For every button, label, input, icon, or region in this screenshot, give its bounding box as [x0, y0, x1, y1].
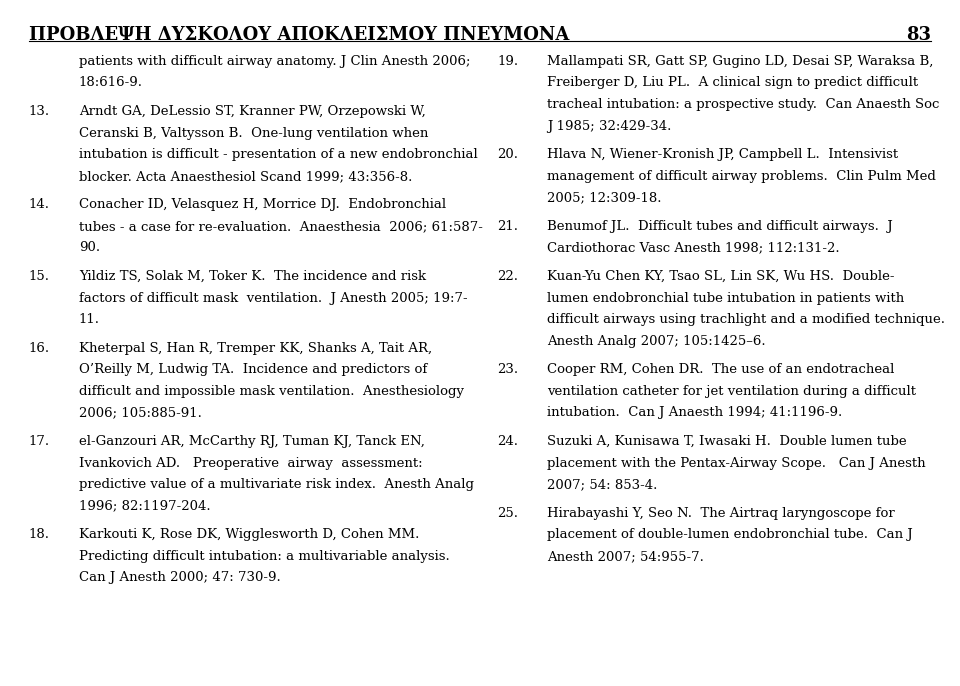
Text: Karkouti K, Rose DK, Wigglesworth D, Cohen MM.: Karkouti K, Rose DK, Wigglesworth D, Coh… [79, 528, 420, 541]
Text: lumen endobronchial tube intubation in patients with: lumen endobronchial tube intubation in p… [547, 292, 904, 305]
Text: J 1985; 32:429-34.: J 1985; 32:429-34. [547, 119, 672, 132]
Text: tubes - a case for re-evaluation.  Anaesthesia  2006; 61:587-: tubes - a case for re-evaluation. Anaest… [79, 220, 483, 233]
Text: 15.: 15. [29, 270, 50, 283]
Text: Arndt GA, DeLessio ST, Kranner PW, Orzepowski W,: Arndt GA, DeLessio ST, Kranner PW, Orzep… [79, 105, 425, 118]
Text: predictive value of a multivariate risk index.  Anesth Analg: predictive value of a multivariate risk … [79, 478, 473, 491]
Text: Ceranski B, Valtysson B.  One-lung ventilation when: Ceranski B, Valtysson B. One-lung ventil… [79, 126, 428, 139]
Text: 2005; 12:309-18.: 2005; 12:309-18. [547, 191, 661, 204]
Text: 11.: 11. [79, 313, 100, 326]
Text: Hirabayashi Y, Seo N.  The Airtraq laryngoscope for: Hirabayashi Y, Seo N. The Airtraq laryng… [547, 506, 895, 519]
Text: Predicting difficult intubation: a multivariable analysis.: Predicting difficult intubation: a multi… [79, 549, 449, 563]
Text: Freiberger D, Liu PL.  A clinical sign to predict difficult: Freiberger D, Liu PL. A clinical sign to… [547, 76, 919, 89]
Text: Cooper RM, Cohen DR.  The use of an endotracheal: Cooper RM, Cohen DR. The use of an endot… [547, 363, 895, 376]
Text: tracheal intubation: a prospective study.  Can Anaesth Soc: tracheal intubation: a prospective study… [547, 98, 940, 111]
Text: Yildiz TS, Solak M, Toker K.  The incidence and risk: Yildiz TS, Solak M, Toker K. The inciden… [79, 270, 426, 283]
Text: Can J Anesth 2000; 47: 730-9.: Can J Anesth 2000; 47: 730-9. [79, 571, 280, 584]
Text: management of difficult airway problems.  Clin Pulm Med: management of difficult airway problems.… [547, 169, 936, 182]
Text: Benumof JL.  Difficult tubes and difficult airways.  J: Benumof JL. Difficult tubes and difficul… [547, 220, 893, 233]
Text: intubation.  Can J Anaesth 1994; 41:1196-9.: intubation. Can J Anaesth 1994; 41:1196-… [547, 406, 843, 419]
Text: patients with difficult airway anatomy. J Clin Anesth 2006;: patients with difficult airway anatomy. … [79, 55, 470, 68]
Text: difficult and impossible mask ventilation.  Anesthesiology: difficult and impossible mask ventilatio… [79, 385, 464, 398]
Text: ΠΡΟΒΛΕΨΗ ΔΥΣΚΟΛΟΥ ΑΠΟΚΛΕΙΣΜΟΥ ΠΝΕΥΜΟΝΑ: ΠΡΟΒΛΕΨΗ ΔΥΣΚΟΛΟΥ ΑΠΟΚΛΕΙΣΜΟΥ ΠΝΕΥΜΟΝΑ [29, 26, 569, 44]
Text: 18.: 18. [29, 528, 50, 541]
Text: Kuan-Yu Chen KY, Tsao SL, Lin SK, Wu HS.  Double-: Kuan-Yu Chen KY, Tsao SL, Lin SK, Wu HS.… [547, 270, 895, 283]
Text: placement of double-lumen endobronchial tube.  Can J: placement of double-lumen endobronchial … [547, 528, 913, 541]
Text: el-Ganzouri AR, McCarthy RJ, Tuman KJ, Tanck EN,: el-Ganzouri AR, McCarthy RJ, Tuman KJ, T… [79, 435, 424, 448]
Text: 90.: 90. [79, 241, 100, 255]
Text: Hlava N, Wiener-Kronish JP, Campbell L.  Intensivist: Hlava N, Wiener-Kronish JP, Campbell L. … [547, 148, 899, 161]
Text: blocker. Acta Anaesthesiol Scand 1999; 43:356-8.: blocker. Acta Anaesthesiol Scand 1999; 4… [79, 169, 412, 182]
Text: 22.: 22. [497, 270, 518, 283]
Text: 16.: 16. [29, 342, 50, 355]
Text: 18:616-9.: 18:616-9. [79, 76, 143, 89]
Text: 17.: 17. [29, 435, 50, 448]
Text: Suzuki A, Kunisawa T, Iwasaki H.  Double lumen tube: Suzuki A, Kunisawa T, Iwasaki H. Double … [547, 435, 907, 448]
Text: Anesth Analg 2007; 105:1425–6.: Anesth Analg 2007; 105:1425–6. [547, 335, 766, 348]
Text: intubation is difficult - presentation of a new endobronchial: intubation is difficult - presentation o… [79, 148, 477, 161]
Text: Cardiothorac Vasc Anesth 1998; 112:131-2.: Cardiothorac Vasc Anesth 1998; 112:131-2… [547, 241, 840, 255]
Text: 2006; 105:885-91.: 2006; 105:885-91. [79, 406, 202, 419]
Text: O’Reilly M, Ludwig TA.  Incidence and predictors of: O’Reilly M, Ludwig TA. Incidence and pre… [79, 363, 427, 376]
Text: 19.: 19. [497, 55, 518, 68]
Text: 20.: 20. [497, 148, 518, 161]
Text: Mallampati SR, Gatt SP, Gugino LD, Desai SP, Waraksa B,: Mallampati SR, Gatt SP, Gugino LD, Desai… [547, 55, 933, 68]
Text: 24.: 24. [497, 435, 518, 448]
Text: 23.: 23. [497, 363, 518, 376]
Text: placement with the Pentax-Airway Scope.   Can J Anesth: placement with the Pentax-Airway Scope. … [547, 456, 925, 469]
Text: Conacher ID, Velasquez H, Morrice DJ.  Endobronchial: Conacher ID, Velasquez H, Morrice DJ. En… [79, 198, 445, 211]
Text: 21.: 21. [497, 220, 518, 233]
Text: Kheterpal S, Han R, Tremper KK, Shanks A, Tait AR,: Kheterpal S, Han R, Tremper KK, Shanks A… [79, 342, 432, 355]
Text: 1996; 82:1197-204.: 1996; 82:1197-204. [79, 499, 210, 512]
Text: factors of difficult mask  ventilation.  J Anesth 2005; 19:7-: factors of difficult mask ventilation. J… [79, 292, 468, 305]
Text: 13.: 13. [29, 105, 50, 118]
Text: difficult airways using trachlight and a modified technique.: difficult airways using trachlight and a… [547, 313, 946, 326]
Text: 25.: 25. [497, 506, 518, 519]
Text: Ivankovich AD.   Preoperative  airway  assessment:: Ivankovich AD. Preoperative airway asses… [79, 456, 422, 469]
Text: 14.: 14. [29, 198, 50, 211]
Text: Anesth 2007; 54:955-7.: Anesth 2007; 54:955-7. [547, 549, 704, 563]
Text: 83: 83 [906, 26, 931, 44]
Text: 2007; 54: 853-4.: 2007; 54: 853-4. [547, 478, 658, 491]
Text: ventilation catheter for jet ventilation during a difficult: ventilation catheter for jet ventilation… [547, 385, 916, 398]
